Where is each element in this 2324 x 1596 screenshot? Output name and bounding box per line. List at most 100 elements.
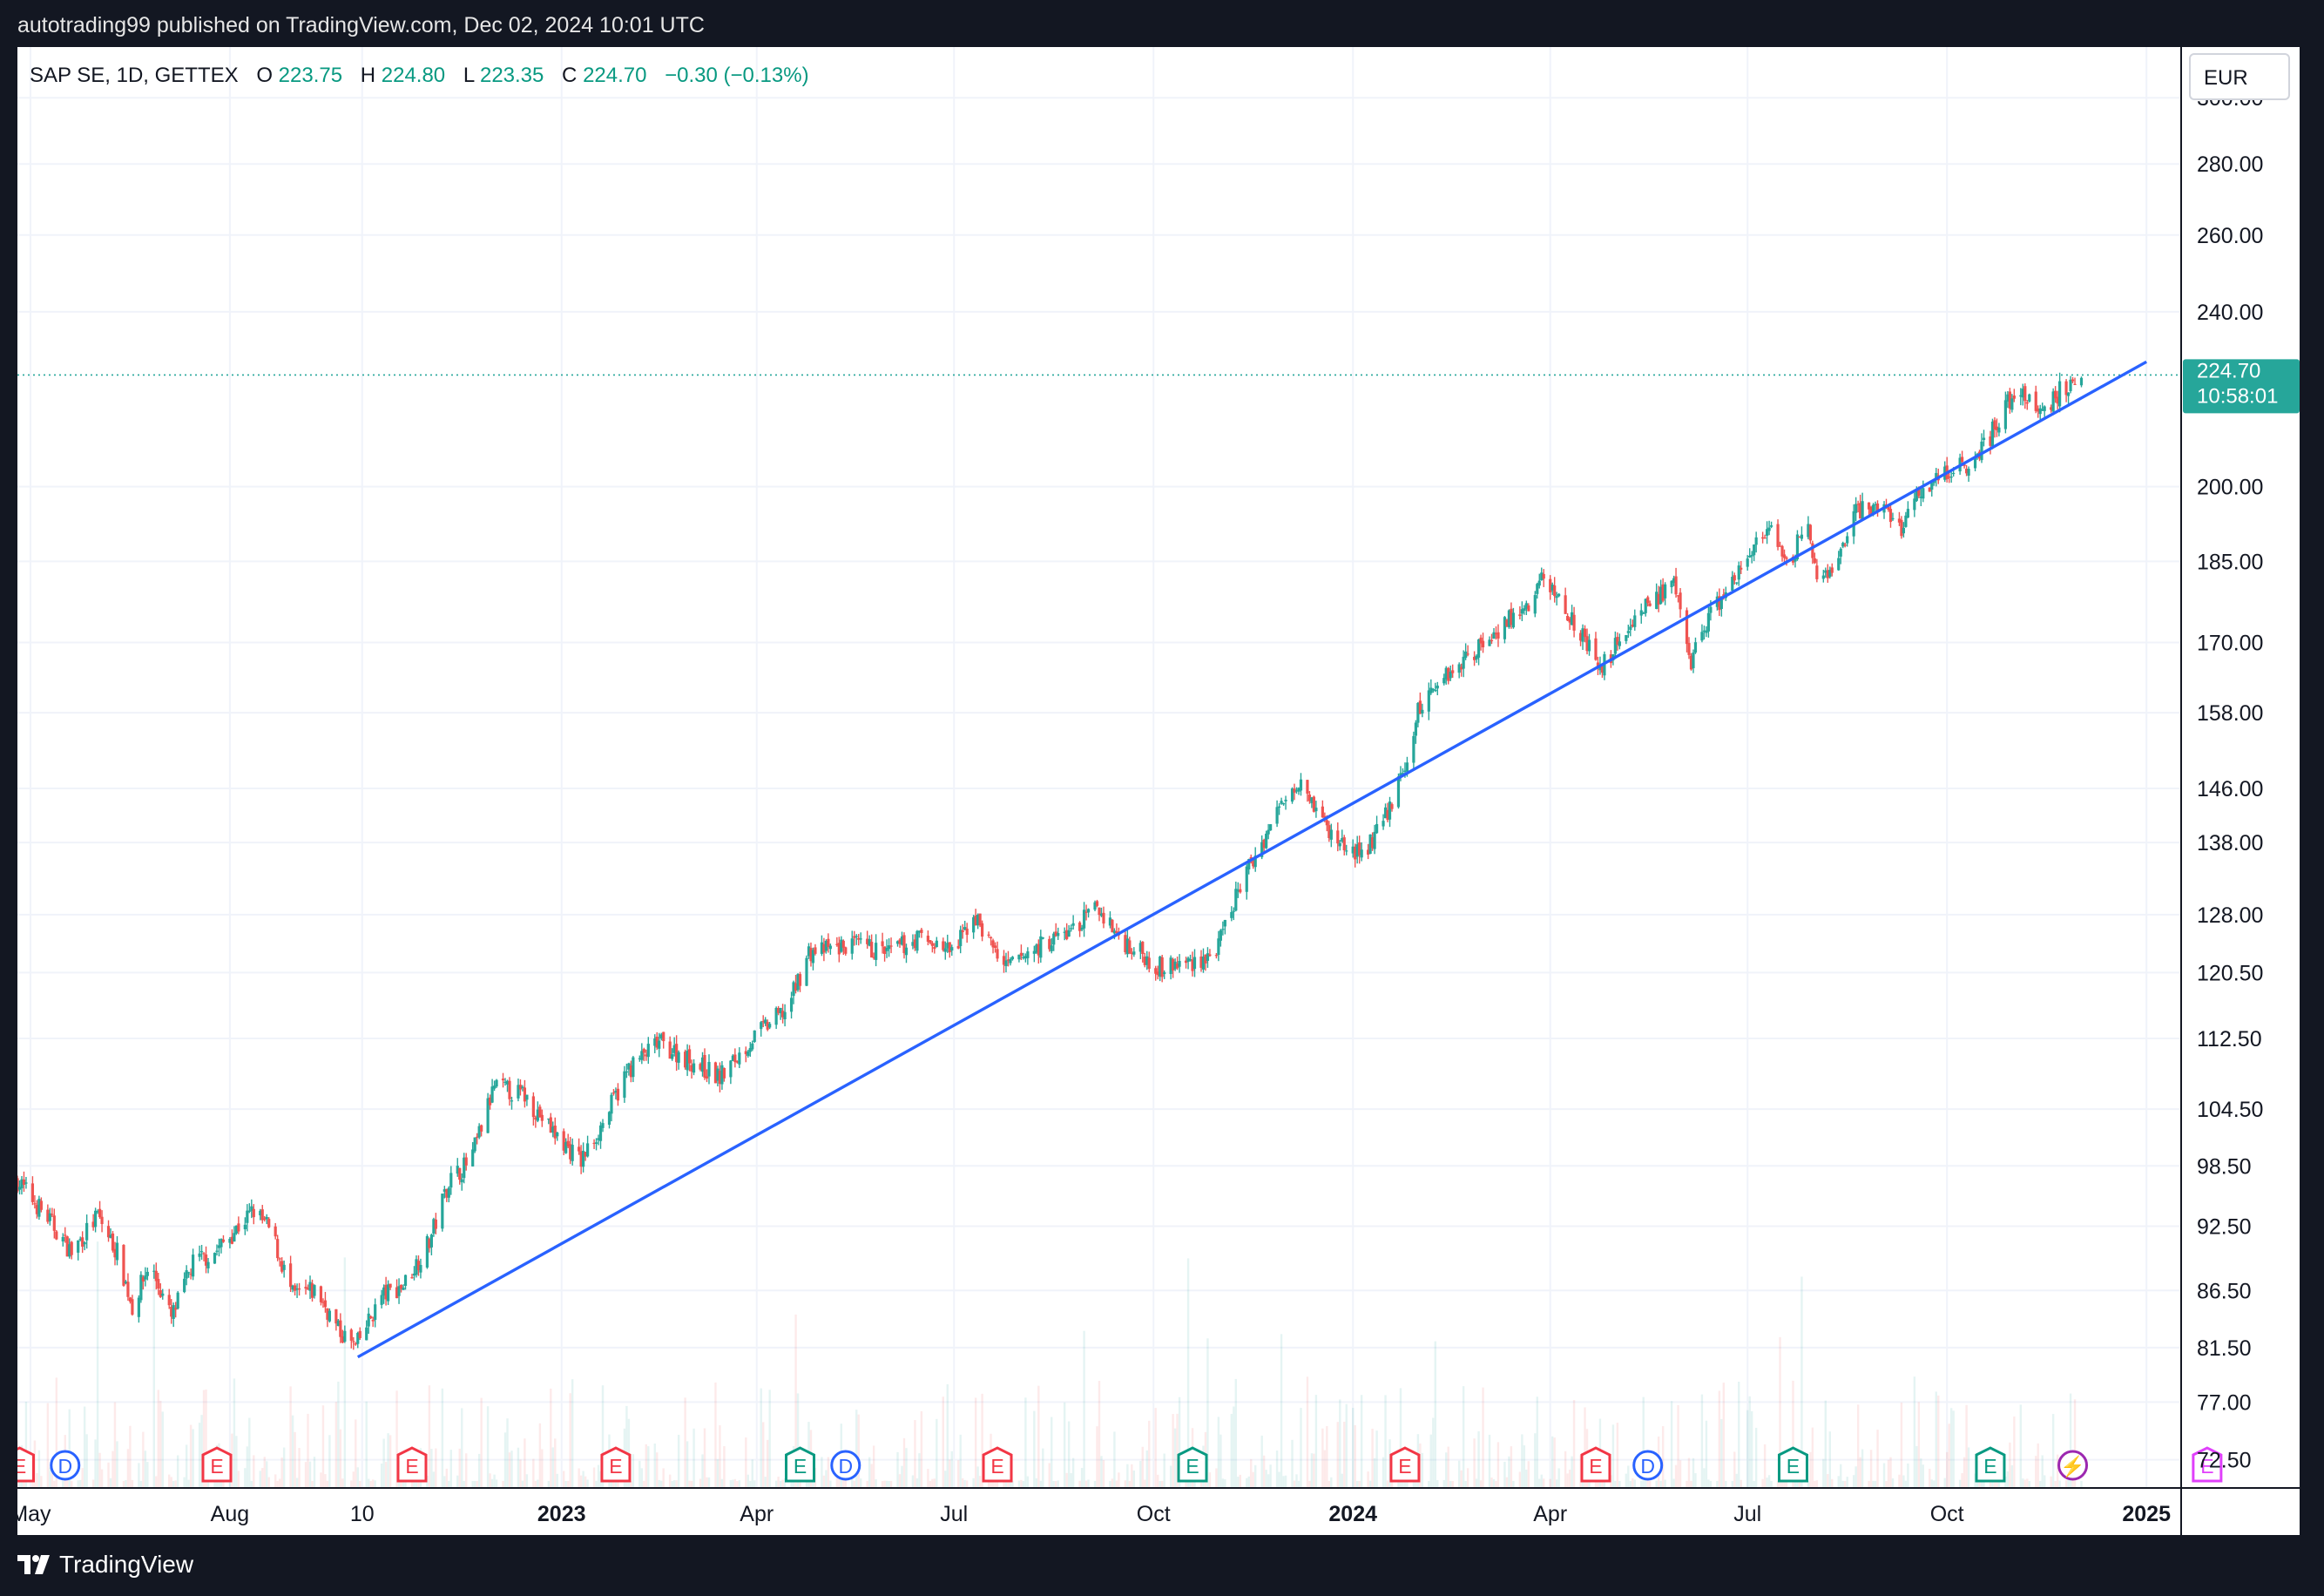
candle-body [632,1057,635,1078]
volume-bar [1206,1338,1209,1488]
candle-body [1887,506,1890,511]
candle-body [935,940,938,948]
candle-body [1859,503,1862,519]
volume-bar [1473,1438,1476,1488]
volume-bar [1102,1460,1105,1488]
earnings-marker[interactable]: E [396,1446,428,1483]
earnings-marker[interactable]: E [2192,1446,2223,1483]
candle-body [1080,927,1084,930]
candle-body [449,1173,453,1188]
candle-body [52,1215,56,1231]
volume-bar [1145,1450,1148,1488]
candle-body [17,1187,22,1190]
volume-bar [860,1478,862,1488]
volume-bar [901,1465,903,1488]
volume-bar [1282,1476,1285,1488]
earnings-marker[interactable]: E [1975,1446,2006,1483]
candle-body [1063,931,1066,933]
volume-bar [1011,1480,1014,1488]
candle-body [1098,907,1101,916]
candle-body [1084,911,1088,913]
volume-bar [1428,1480,1430,1488]
candle-body [1019,952,1023,957]
dividend-marker[interactable]: D [830,1450,861,1481]
volume-bar [233,1378,236,1488]
earnings-marker[interactable]: E [600,1446,632,1483]
earnings-marker[interactable]: E [1580,1446,1611,1483]
candle-body [796,974,800,991]
candle-body [868,939,871,946]
tradingview-logo[interactable]: TradingView [17,1551,193,1579]
volume-bar [2064,1479,2068,1488]
candle-body [380,1295,383,1305]
candle-body [920,930,923,933]
currency-box[interactable] [2189,53,2290,100]
volume-bar [592,1467,596,1488]
volume-bar [1922,1464,1925,1488]
candle-body [1702,630,1706,632]
earnings-marker[interactable]: E [1777,1446,1808,1483]
volume-bar [1141,1446,1144,1488]
volume-bar [24,1401,28,1488]
volume-bar [1460,1470,1463,1488]
volume-bar [1284,1475,1287,1488]
candle-body [1685,610,1689,645]
trendline[interactable] [356,360,2148,1359]
candle-body [1252,859,1255,867]
candle-body [1201,957,1206,970]
candle-body [1130,952,1133,955]
volume-bar [1399,1388,1402,1488]
earnings-marker[interactable]: E [1177,1446,1208,1483]
volume-bar [1132,1470,1136,1488]
candle-body [425,1235,429,1268]
volume-bar [1111,1478,1114,1488]
candle-body [1354,846,1357,860]
candle-body [1048,938,1051,950]
dividend-marker[interactable]: D [50,1450,81,1481]
time-tick-label: Aug [211,1502,249,1526]
volume-bar [368,1478,370,1488]
grid [17,47,2181,1488]
candle-body [789,998,794,1012]
candle-body [1481,640,1485,648]
candle-body [252,1208,255,1218]
dividend-marker[interactable]: D [1632,1450,1664,1481]
earnings-marker[interactable]: E [982,1446,1013,1483]
volume-bar [1093,1480,1097,1488]
candle-body [78,1239,82,1241]
earnings-marker[interactable]: E [1389,1446,1421,1483]
legend-close: 224.70 [583,64,646,87]
volume-bar [1308,1480,1311,1488]
candle-body [1494,632,1498,635]
candle-body [1006,959,1010,961]
earnings-marker[interactable]: E [3,1446,35,1483]
candle-body [1360,849,1363,858]
candle-body [629,1065,632,1078]
candle-body [959,930,963,946]
split-marker[interactable]: ⚡ [2057,1450,2089,1481]
volume-bar [1160,1480,1164,1488]
candle-body [384,1284,388,1300]
candle-body [1915,489,1918,501]
candle-body [904,947,909,956]
candle-body [2038,408,2042,415]
volume-bar [829,1480,832,1488]
candle-body [1375,823,1379,834]
price-axis[interactable]: 300.00280.00260.00240.00200.00185.00170.… [2197,86,2263,1472]
volume-bar [295,1478,299,1488]
volume-bar [1738,1382,1740,1488]
volume-bar [382,1438,385,1488]
volume-bar [449,1450,452,1488]
candle-body [1396,776,1401,808]
volume-bar [313,1457,316,1488]
volume-bar [428,1385,431,1488]
candle-body [234,1225,238,1234]
time-axis[interactable]: May Aug 10 2023 Apr Jul Oct 2024 Apr Jul Oct 2025 [10,1502,2171,1526]
volume-bar [493,1474,496,1488]
legend[interactable]: SAP SE, 1D, GETTEX O 223.75 H 224.80 L 2… [30,64,809,87]
earnings-marker[interactable]: E [201,1446,233,1483]
candle-body [1646,597,1650,604]
candle-body [1705,630,1708,633]
earnings-marker[interactable]: E [785,1446,816,1483]
